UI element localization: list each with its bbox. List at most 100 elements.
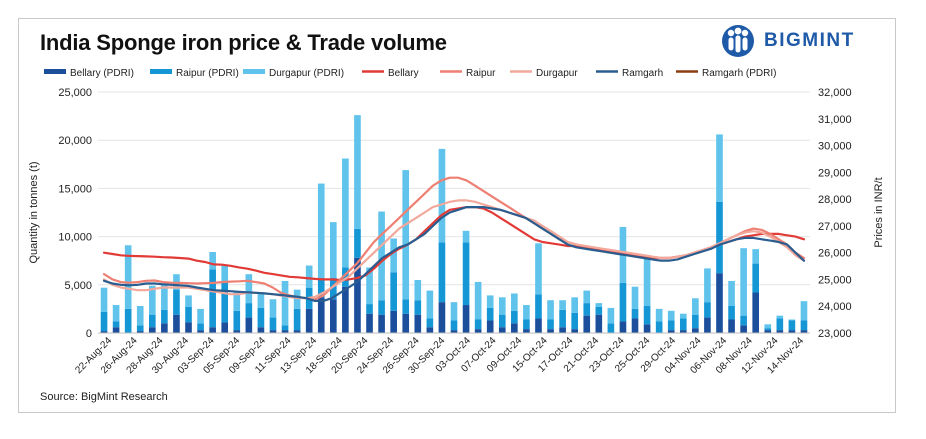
- bar-bellary_bar: [788, 330, 796, 333]
- y-axis-title: Quantity in tonnes (t): [28, 161, 40, 263]
- bar-durgapur_bar: [354, 115, 361, 229]
- bar-raipur_bar: [498, 314, 506, 328]
- bar-durgapur_bar: [317, 183, 325, 279]
- bar-raipur_bar: [438, 242, 446, 303]
- bar-bellary_bar: [342, 286, 349, 333]
- legend-label: Ramgarh (PDRI): [702, 68, 776, 79]
- bar-raipur_bar: [281, 325, 289, 331]
- bar-bellary_bar: [185, 322, 192, 333]
- bar-bellary_bar: [595, 314, 603, 333]
- line-durgapur_line: [102, 199, 806, 300]
- bar-durgapur_bar: [438, 148, 446, 243]
- bar-bellary_bar: [209, 327, 216, 333]
- bar-durgapur_bar: [209, 252, 216, 270]
- bar-durgapur_bar: [136, 306, 144, 326]
- legend-label: Raipur: [466, 68, 496, 79]
- bar-bellary_bar: [305, 308, 313, 333]
- bar-raipur_bar: [764, 328, 772, 331]
- bar-bellary_bar: [559, 327, 566, 333]
- bar-raipur_bar: [800, 320, 808, 331]
- bar-raipur_bar: [293, 308, 301, 331]
- bar-raipur_bar: [740, 315, 747, 326]
- y2-tick-label: 25,000: [818, 274, 852, 286]
- bars-layer: [100, 115, 808, 333]
- y-tick-label: 25,000: [58, 87, 92, 99]
- bar-raipur_bar: [100, 311, 108, 332]
- y2-tick-label: 24,000: [818, 301, 852, 313]
- bar-raipur_bar: [607, 323, 615, 333]
- bar-raipur_bar: [559, 309, 566, 328]
- bar-raipur_bar: [185, 306, 192, 323]
- y-tick-label: 0: [86, 328, 92, 340]
- legend-label: Durgapur (PDRI): [269, 68, 344, 79]
- bar-raipur_bar: [390, 272, 397, 311]
- bar-bellary_bar: [776, 330, 784, 333]
- bar-raipur_bar: [330, 278, 337, 300]
- bar-durgapur_bar: [281, 280, 289, 326]
- bar-raipur_bar: [269, 317, 277, 331]
- bar-durgapur_bar: [679, 313, 687, 319]
- lines-layer: [102, 176, 806, 302]
- bar-raipur_bar: [474, 319, 482, 330]
- bar-bellary_bar: [498, 327, 506, 333]
- bar-bellary_bar: [535, 318, 542, 333]
- bar-bellary_bar: [619, 321, 627, 333]
- bar-bellary_bar: [667, 330, 675, 333]
- bar-durgapur_bar: [197, 308, 204, 324]
- chart-frame: [18, 18, 896, 413]
- bar-bellary_bar: [233, 330, 241, 333]
- bar-durgapur_bar: [378, 211, 385, 301]
- bar-raipur_bar: [619, 282, 627, 322]
- bar-durgapur_bar: [607, 307, 615, 324]
- bar-bellary_bar: [330, 299, 337, 333]
- brand-name: BIGMINT: [764, 30, 855, 51]
- y2-tick-label: 30,000: [818, 141, 852, 153]
- bar-bellary_bar: [414, 314, 422, 333]
- bar-durgapur_bar: [366, 267, 373, 305]
- bar-raipur_bar: [728, 306, 735, 320]
- bar-raipur_bar: [414, 300, 422, 315]
- bar-durgapur_bar: [245, 274, 253, 304]
- bar-bellary_bar: [366, 313, 373, 333]
- bar-durgapur_bar: [269, 299, 277, 318]
- bar-durgapur_bar: [692, 298, 699, 315]
- y-tick-label: 5,000: [64, 280, 92, 292]
- bar-raipur_bar: [643, 306, 651, 325]
- bar-bellary_bar: [631, 318, 639, 333]
- y2-tick-label: 28,000: [818, 194, 852, 206]
- bar-raipur_bar: [173, 289, 180, 315]
- bar-raipur_bar: [535, 294, 542, 319]
- bar-bellary_bar: [679, 330, 687, 333]
- y2-axis-title: Prices in INR/t: [873, 177, 885, 247]
- bar-bellary_bar: [281, 330, 289, 333]
- bar-raipur_bar: [245, 303, 253, 318]
- y-tick-label: 15,000: [58, 183, 92, 195]
- bar-durgapur_bar: [342, 158, 349, 268]
- bar-raipur_bar: [583, 303, 591, 316]
- bar-raipur_bar: [148, 314, 156, 328]
- bar-durgapur_bar: [547, 300, 554, 320]
- bar-raipur_bar: [752, 263, 760, 293]
- bar-bellary_bar: [523, 329, 530, 333]
- bar-bellary_bar: [245, 317, 253, 333]
- bar-bellary_bar: [716, 273, 723, 333]
- bigmint-logo-icon: [722, 25, 754, 57]
- bar-durgapur_bar: [185, 295, 192, 307]
- bar-durgapur_bar: [631, 286, 639, 309]
- bar-raipur_bar: [450, 320, 458, 331]
- legend-label: Ramgarh: [622, 68, 663, 79]
- bar-durgapur_bar: [511, 293, 518, 311]
- bar-durgapur_bar: [124, 245, 132, 309]
- bar-bellary_bar: [390, 310, 397, 333]
- bar-durgapur_bar: [655, 308, 663, 322]
- bar-durgapur_bar: [704, 268, 711, 303]
- bar-durgapur_bar: [221, 265, 229, 282]
- bar-durgapur_bar: [764, 324, 772, 329]
- legend-label: Bellary (PDRI): [70, 68, 134, 79]
- bar-durgapur_bar: [414, 279, 422, 301]
- bar-durgapur_bar: [148, 285, 156, 315]
- bar-durgapur_bar: [112, 305, 120, 322]
- y2-tick-label: 31,000: [818, 114, 852, 126]
- bar-durgapur_bar: [426, 290, 434, 319]
- bar-raipur_bar: [161, 309, 168, 324]
